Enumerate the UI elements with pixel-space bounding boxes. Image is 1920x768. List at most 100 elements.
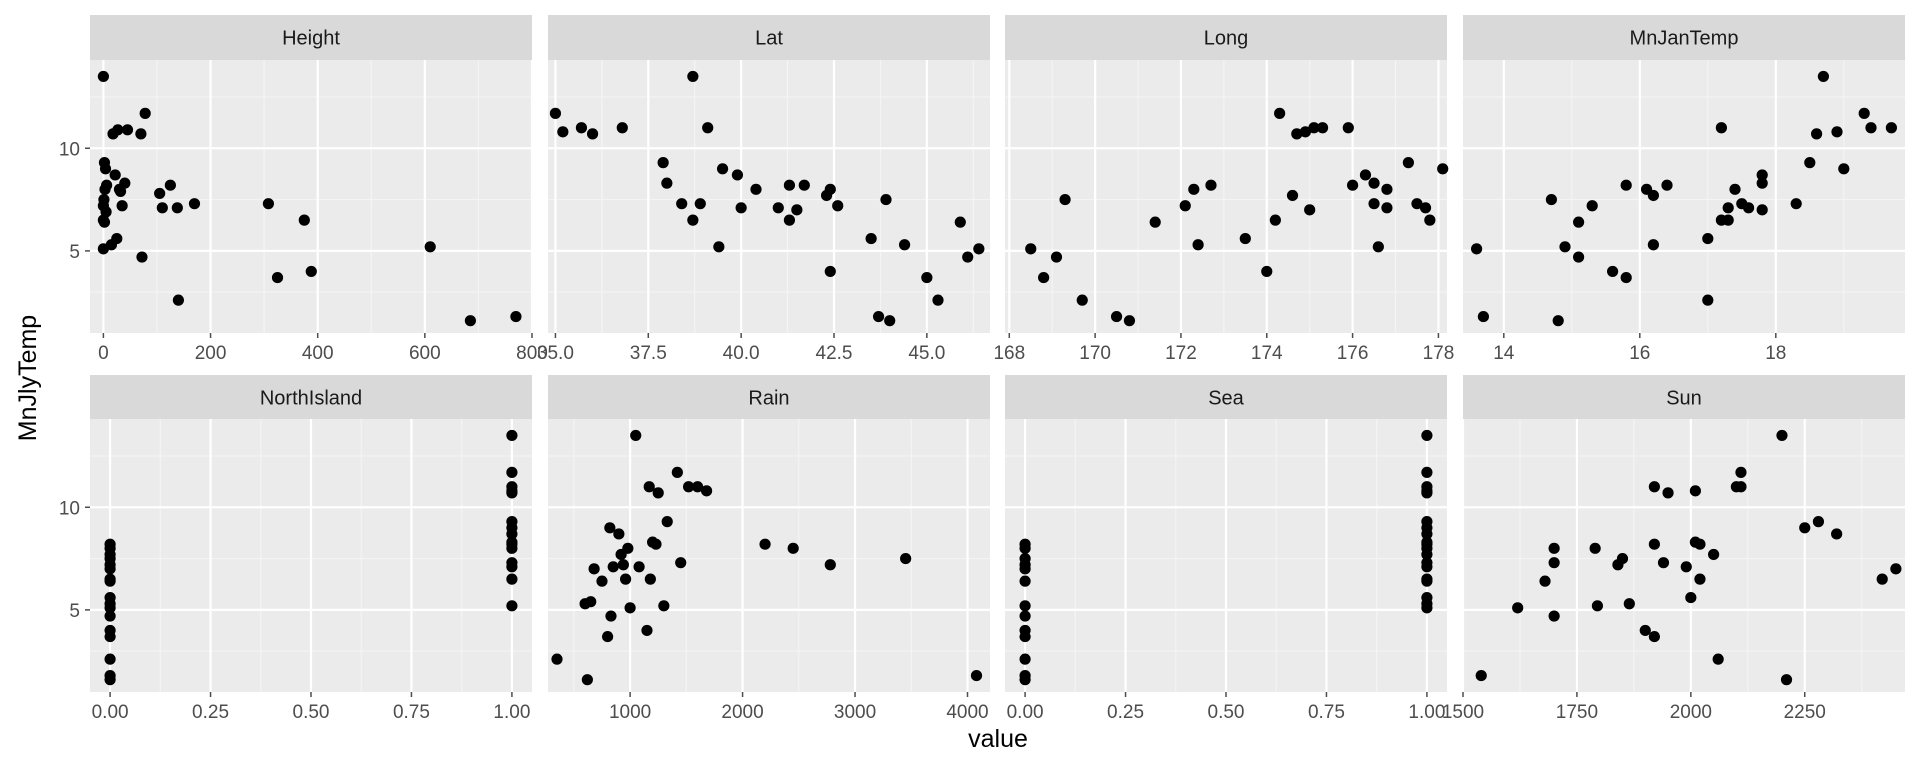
data-point (506, 487, 518, 499)
data-point (1424, 214, 1436, 226)
data-point (188, 198, 201, 210)
data-point (1019, 674, 1031, 686)
data-point (1316, 122, 1329, 134)
data-point (1346, 179, 1359, 191)
data-point (1076, 294, 1088, 306)
data-point (1548, 557, 1560, 569)
x-tick-label: 0 (98, 343, 109, 364)
data-point (1831, 528, 1843, 540)
x-tick-label: 18 (1765, 343, 1786, 364)
x-tick-label: 1500 (1442, 702, 1484, 723)
data-point (1421, 602, 1433, 614)
facet-sea: Sea 0.00 0.25 0.50 0.75 1.00 (1005, 375, 1447, 723)
x-tick-label: 1750 (1556, 702, 1598, 723)
data-point (585, 596, 597, 608)
data-point (1865, 122, 1877, 134)
data-point (1274, 107, 1286, 119)
data-point (557, 126, 569, 138)
x-tick-label: 1.00 (493, 702, 530, 723)
data-point (671, 466, 683, 478)
data-point (700, 485, 713, 497)
data-point (1838, 163, 1850, 175)
facet-strip-label: Long (1204, 28, 1249, 50)
x-tick-label: 172 (1165, 343, 1197, 364)
data-point (1421, 487, 1433, 499)
data-point (135, 128, 147, 140)
data-point (872, 310, 885, 323)
data-point (1715, 122, 1727, 134)
data-point (1419, 202, 1432, 214)
x-tick-label: 40.0 (723, 343, 760, 364)
data-point (643, 481, 655, 493)
data-point (1308, 122, 1320, 134)
data-point (1019, 630, 1031, 643)
data-point (1050, 251, 1063, 263)
y-tick-label: 5 (69, 242, 80, 263)
x-tick-label: 0.50 (1208, 702, 1245, 723)
facet-sun: Sun 1500 1750 2000 2250 (1442, 375, 1905, 723)
data-point (1811, 128, 1823, 140)
data-point (1372, 241, 1384, 253)
data-point (616, 122, 628, 134)
x-tick-label: 4000 (946, 702, 988, 723)
data-point (884, 315, 896, 327)
data-point (1381, 183, 1393, 195)
data-point (1411, 198, 1423, 210)
data-point (139, 107, 151, 119)
data-point (783, 214, 796, 226)
data-point (1607, 265, 1619, 278)
data-point (1831, 126, 1843, 138)
data-point (172, 294, 184, 306)
data-point (694, 198, 706, 210)
data-point (687, 70, 699, 83)
data-point (1421, 548, 1433, 561)
x-tick-label: 1000 (609, 702, 651, 723)
data-point (506, 429, 518, 442)
data-point (932, 294, 944, 306)
panel-background (548, 60, 990, 333)
data-point (1025, 243, 1037, 255)
y-tick-label: 10 (59, 498, 80, 519)
facet-strip-label: NorthIsland (260, 388, 362, 410)
data-point (1694, 538, 1706, 550)
facet-strip (1463, 15, 1905, 60)
data-point (1019, 600, 1031, 612)
data-point (1421, 575, 1433, 587)
data-point (661, 177, 673, 189)
data-point (1548, 610, 1560, 622)
data-point (791, 204, 803, 216)
data-point (1756, 204, 1768, 216)
data-point (1038, 271, 1050, 284)
data-point (1790, 198, 1802, 210)
data-point (506, 600, 518, 612)
data-point (613, 528, 625, 540)
data-point (650, 538, 662, 550)
data-point (661, 516, 673, 528)
x-tick-label: 14 (1493, 343, 1515, 364)
data-point (1573, 216, 1585, 228)
data-point (1359, 169, 1372, 181)
facet-strip (548, 15, 990, 60)
data-point (641, 624, 653, 637)
data-point (713, 241, 725, 253)
data-point (1421, 466, 1433, 478)
data-point (824, 559, 836, 571)
data-point (1188, 183, 1200, 195)
data-point (1685, 591, 1697, 604)
data-point (657, 157, 669, 169)
data-point (607, 561, 619, 573)
x-tick-label: 3000 (834, 702, 876, 723)
x-tick-label: 174 (1251, 343, 1283, 364)
facet-strip-label: Rain (748, 388, 789, 410)
data-point (824, 183, 836, 195)
data-point (588, 563, 600, 575)
data-point (630, 429, 642, 442)
data-point (682, 481, 695, 493)
data-point (1756, 177, 1768, 189)
data-point (602, 630, 614, 643)
data-point (506, 561, 518, 573)
data-point (1437, 163, 1449, 175)
data-point (104, 653, 116, 665)
x-axis-title: value (968, 725, 1028, 753)
facet-strip-label: Sea (1208, 388, 1244, 410)
